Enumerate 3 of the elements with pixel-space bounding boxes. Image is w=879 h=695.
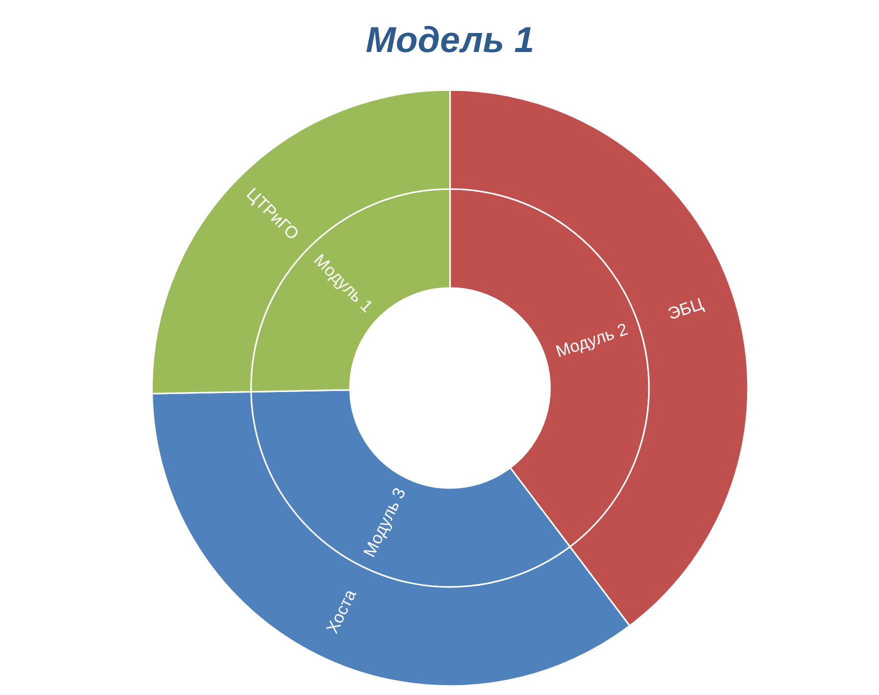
slice-label: ЭБЦ: [666, 294, 706, 324]
chart-title: Модель 1: [366, 19, 534, 60]
slice-label: Модуль 2: [553, 320, 630, 362]
